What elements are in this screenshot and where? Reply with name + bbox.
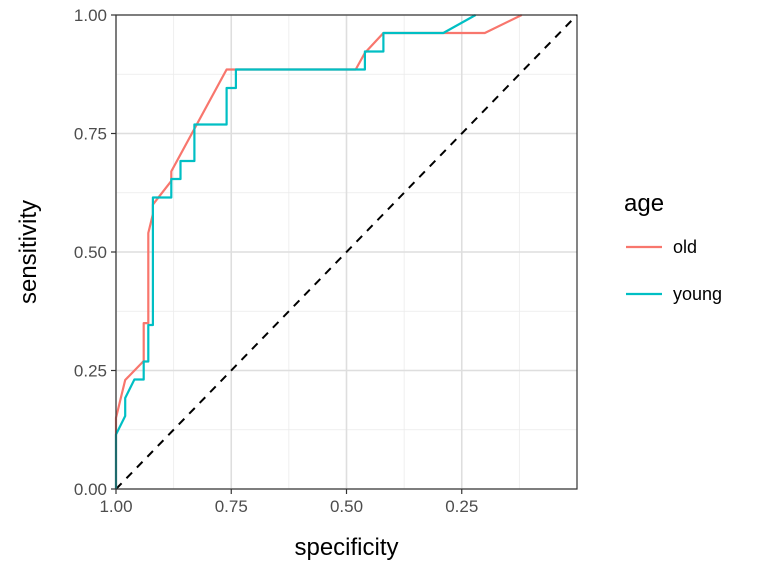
y-axis: 0.00 0.25 0.50 0.75 1.00: [74, 6, 116, 499]
x-tick-label: 1.00: [99, 497, 132, 516]
legend-title: age: [624, 190, 664, 217]
x-tick-label: 0.50: [330, 497, 363, 516]
y-tick-label: 1.00: [74, 6, 107, 25]
reference-diagonal-line: [115, 14, 578, 490]
series-line-young: [114, 14, 477, 489]
legend-label-young: young: [673, 284, 722, 304]
x-tick-label: 0.25: [445, 497, 478, 516]
legend-label-old: old: [673, 237, 697, 257]
x-axis: 1.00 0.75 0.50 0.25: [99, 489, 478, 516]
y-tick-label: 0.75: [74, 125, 107, 144]
x-axis-title: specificity: [294, 534, 398, 561]
y-axis-title: sensitivity: [15, 200, 42, 304]
y-tick-label: 0.25: [74, 362, 107, 381]
y-tick-label: 0.00: [74, 480, 107, 499]
series-lines: [114, 14, 523, 489]
legend: age old young: [624, 190, 722, 304]
x-tick-label: 0.75: [215, 497, 248, 516]
y-tick-label: 0.50: [74, 243, 107, 262]
